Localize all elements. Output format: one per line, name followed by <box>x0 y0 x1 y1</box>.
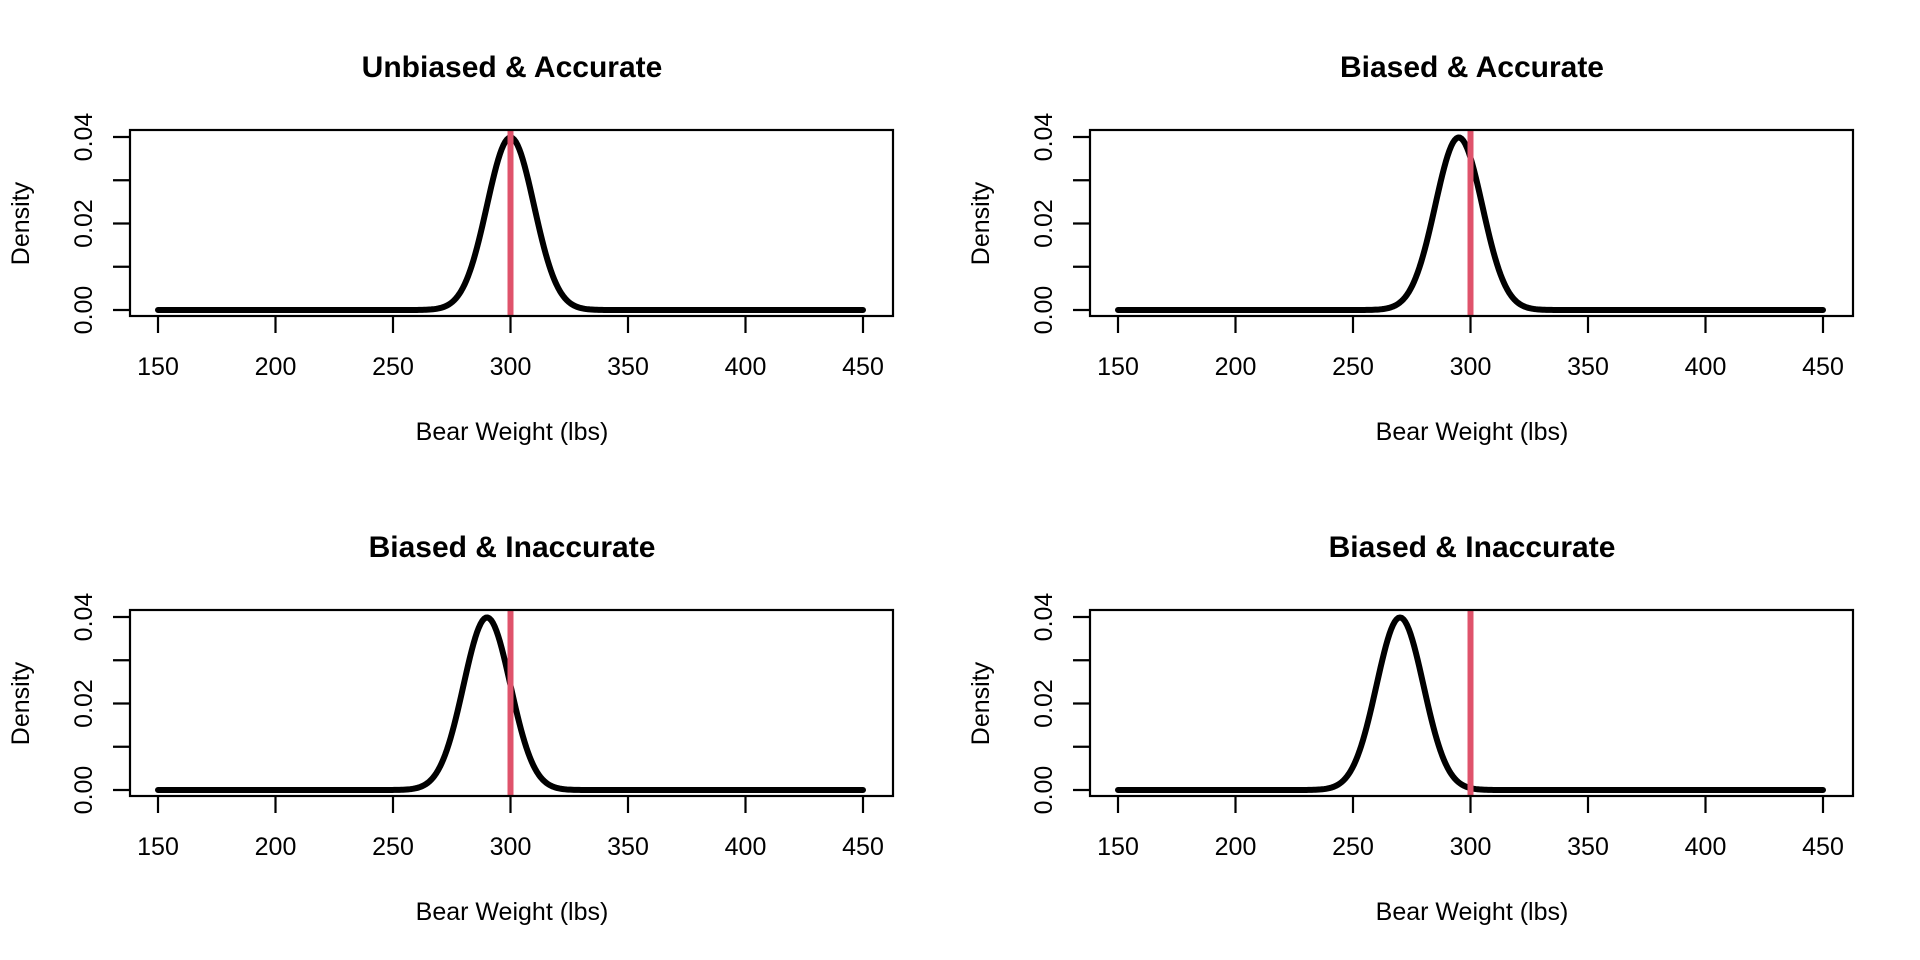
y-tick-label: 0.04 <box>70 593 98 642</box>
x-tick-label: 200 <box>255 353 297 381</box>
x-tick-label: 400 <box>1685 353 1727 381</box>
x-tick-label: 450 <box>1802 833 1844 861</box>
chart-title: Biased & Accurate <box>1340 51 1604 84</box>
y-axis-label: Density <box>7 661 35 745</box>
x-tick-label: 300 <box>1450 833 1492 861</box>
x-axis: 150 200 250 300 350 400 450 <box>137 796 884 861</box>
y-tick-label: 0.00 <box>70 286 98 335</box>
y-tick-label: 0.04 <box>1030 113 1058 162</box>
chart-title: Biased & Inaccurate <box>369 531 656 564</box>
panel-unbiased-accurate: Unbiased & Accurate 150 200 250 300 350 400 450… <box>7 51 895 446</box>
y-axis: 0.00 0.02 0.04 <box>70 593 130 815</box>
panel-biased-inaccurate-left: Biased & Inaccurate 150 200 250 300 350 400 450… <box>7 531 895 926</box>
y-axis-label: Density <box>967 181 995 265</box>
y-tick-label: 0.00 <box>70 766 98 815</box>
x-tick-label: 250 <box>1332 833 1374 861</box>
y-axis: 0.00 0.02 0.04 <box>70 113 130 335</box>
x-tick-label: 350 <box>1567 353 1609 381</box>
x-axis: 150 200 250 300 350 400 450 <box>1097 316 1844 381</box>
y-axis: 0.00 0.02 0.04 <box>1030 593 1090 815</box>
y-tick-label: 0.00 <box>1030 286 1058 335</box>
x-tick-label: 250 <box>372 353 414 381</box>
x-tick-label: 300 <box>490 833 532 861</box>
y-axis-label: Density <box>7 181 35 265</box>
x-tick-label: 300 <box>490 353 532 381</box>
y-axis-label: Density <box>967 661 995 745</box>
chart-title: Biased & Inaccurate <box>1329 531 1616 564</box>
x-tick-label: 450 <box>842 833 884 861</box>
y-tick-label: 0.02 <box>70 679 98 728</box>
x-tick-label: 400 <box>725 353 767 381</box>
x-tick-label: 200 <box>1215 353 1257 381</box>
y-axis: 0.00 0.02 0.04 <box>1030 113 1090 335</box>
y-tick-label: 0.04 <box>70 113 98 162</box>
y-tick-label: 0.02 <box>1030 679 1058 728</box>
x-tick-label: 300 <box>1450 353 1492 381</box>
x-axis: 150 200 250 300 350 400 450 <box>1097 796 1844 861</box>
x-tick-label: 150 <box>137 833 179 861</box>
panel-biased-accurate: Biased & Accurate 150 200 250 300 350 400 450 Be… <box>967 51 1855 446</box>
panel-biased-inaccurate-right: Biased & Inaccurate 150 200 250 300 350 400 450… <box>967 531 1855 926</box>
x-tick-label: 350 <box>607 353 649 381</box>
x-tick-label: 350 <box>1567 833 1609 861</box>
x-tick-label: 400 <box>1685 833 1727 861</box>
x-axis-label: Bear Weight (lbs) <box>416 898 609 926</box>
x-tick-label: 150 <box>1097 353 1139 381</box>
x-tick-label: 200 <box>255 833 297 861</box>
chart-title: Unbiased & Accurate <box>362 51 663 84</box>
y-tick-label: 0.02 <box>1030 199 1058 248</box>
x-tick-label: 350 <box>607 833 649 861</box>
x-axis-label: Bear Weight (lbs) <box>416 418 609 446</box>
x-tick-label: 250 <box>372 833 414 861</box>
y-tick-label: 0.00 <box>1030 766 1058 815</box>
x-tick-label: 400 <box>725 833 767 861</box>
y-tick-label: 0.04 <box>1030 593 1058 642</box>
x-axis-label: Bear Weight (lbs) <box>1376 898 1569 926</box>
x-axis-label: Bear Weight (lbs) <box>1376 418 1569 446</box>
x-tick-label: 150 <box>1097 833 1139 861</box>
x-axis: 150 200 250 300 350 400 450 <box>137 316 884 381</box>
y-tick-label: 0.02 <box>70 199 98 248</box>
x-tick-label: 450 <box>1802 353 1844 381</box>
x-tick-label: 150 <box>137 353 179 381</box>
x-tick-label: 250 <box>1332 353 1374 381</box>
x-tick-label: 450 <box>842 353 884 381</box>
x-tick-label: 200 <box>1215 833 1257 861</box>
